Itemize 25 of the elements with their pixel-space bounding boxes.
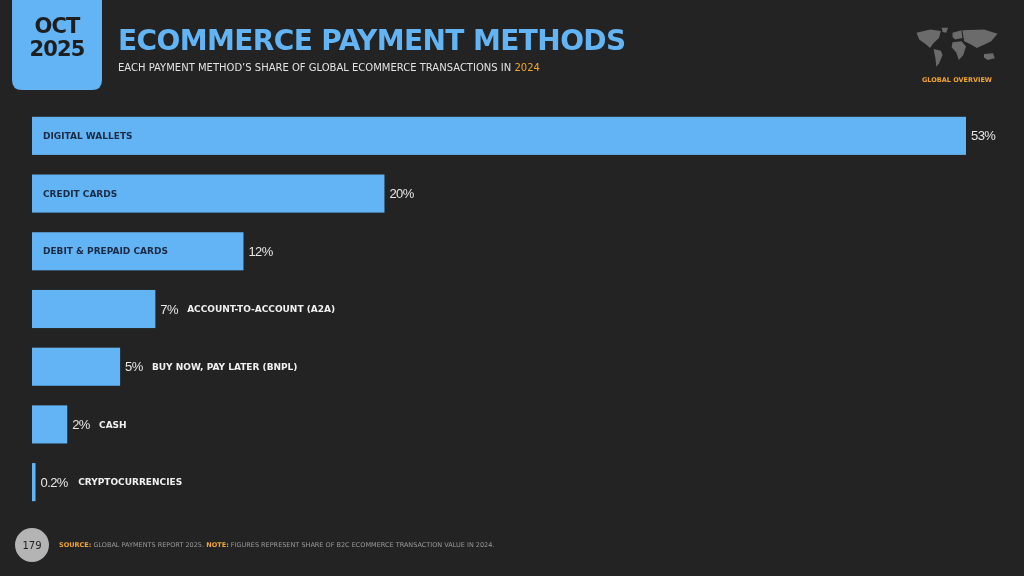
y-tick-label: DEBIT & PREPAID CARDS: [43, 246, 168, 257]
bar: [32, 289, 156, 329]
y-tick-label: CREDIT CARDS: [43, 188, 118, 199]
data-label: 12%: [248, 243, 274, 259]
chart-title: ECOMMERCE PAYMENT METHODS: [118, 24, 626, 57]
y-tick-label: CRYPTOCURRENCIES: [78, 477, 183, 488]
data-label: 20%: [389, 186, 415, 202]
bar: [32, 116, 966, 155]
data-label: 7%: [160, 301, 179, 317]
bar: [32, 174, 385, 213]
text: OCT 2025: [29, 13, 85, 61]
data-label: 0.2%: [40, 474, 69, 490]
data-label: 2%: [72, 416, 91, 432]
y-tick-label: DIGITAL WALLETS: [43, 131, 133, 142]
text: 179: [22, 539, 42, 551]
bar: [32, 232, 244, 271]
data-label: 53%: [971, 128, 997, 144]
bar: [32, 405, 68, 444]
y-tick-label: CASH: [99, 419, 127, 430]
bar: [32, 347, 121, 386]
y-tick-label: ACCOUNT-TO-ACCOUNT (A2A): [187, 304, 336, 315]
data-label: 5%: [125, 359, 144, 375]
y-tick-label: BUY NOW, PAY LATER (BNPL): [151, 361, 298, 372]
chart-subtitle: EACH PAYMENT METHOD’S SHARE OF GLOBAL ECOMMERCE TRANSACTIONS IN 2024: [118, 62, 540, 73]
bar: [32, 463, 36, 502]
